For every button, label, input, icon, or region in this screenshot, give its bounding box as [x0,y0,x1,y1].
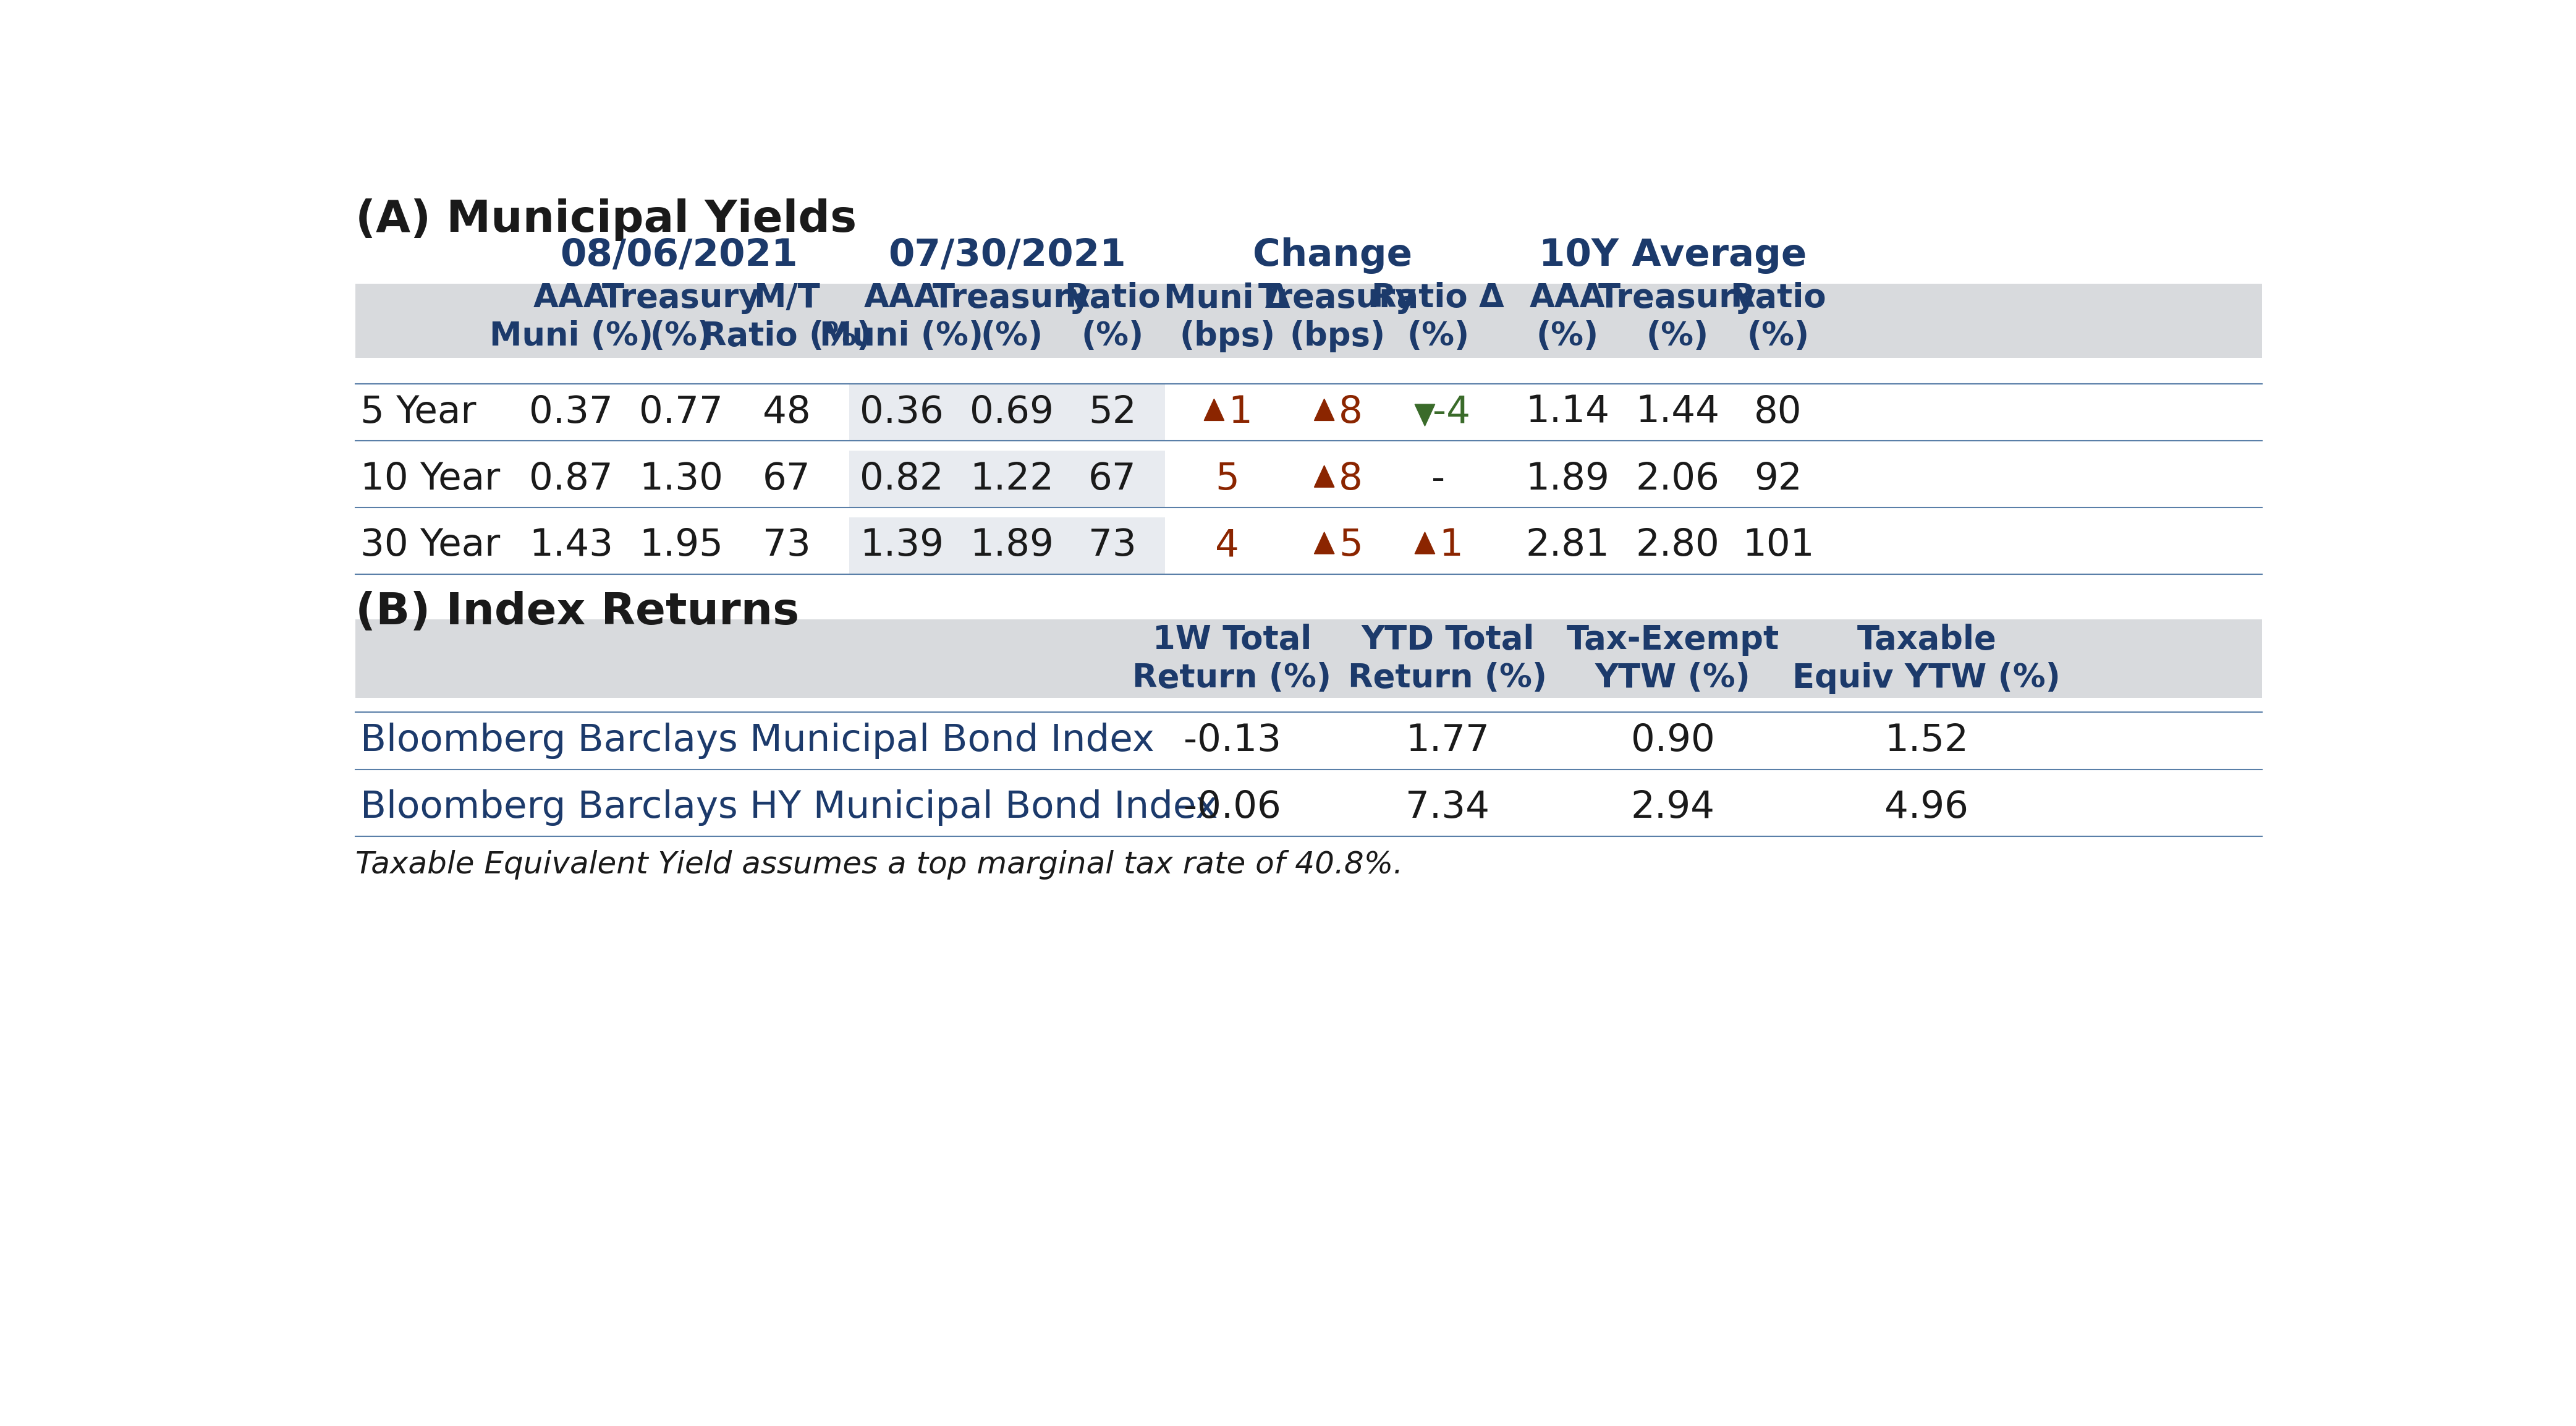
Text: 73: 73 [762,528,811,563]
Text: Ratio
(%): Ratio (%) [1731,282,1826,352]
Text: 08/06/2021: 08/06/2021 [559,237,799,274]
Text: 1.95: 1.95 [639,528,724,563]
Text: (A) Municipal Yields: (A) Municipal Yields [355,198,858,241]
Text: AAA
Muni (%): AAA Muni (%) [489,282,652,352]
Text: 7.34: 7.34 [1406,789,1489,826]
Text: -0.06: -0.06 [1182,789,1280,826]
Text: 30 Year: 30 Year [361,528,500,563]
Text: 1: 1 [1440,528,1463,563]
Text: 73: 73 [1087,528,1136,563]
Polygon shape [1203,399,1224,421]
Text: 1.39: 1.39 [860,528,943,563]
Text: Ratio
(%): Ratio (%) [1064,282,1159,352]
Text: Change: Change [1252,237,1412,274]
Text: 8: 8 [1340,461,1363,498]
Text: AAA
Muni (%): AAA Muni (%) [819,282,984,352]
Text: 07/30/2021: 07/30/2021 [889,237,1126,274]
Polygon shape [1414,405,1435,426]
Text: 1.30: 1.30 [639,461,724,498]
Text: Tax-Exempt
YTW (%): Tax-Exempt YTW (%) [1566,623,1780,694]
Text: Treasury
(bps): Treasury (bps) [1257,282,1417,352]
Text: Treasury
(%): Treasury (%) [1597,282,1757,352]
Text: 0.77: 0.77 [639,394,724,431]
Text: 5 Year: 5 Year [361,394,477,431]
Text: (B) Index Returns: (B) Index Returns [355,590,799,633]
Text: M/T
Ratio (%): M/T Ratio (%) [701,282,871,352]
Text: 92: 92 [1754,461,1803,498]
Text: 1.89: 1.89 [1525,461,1610,498]
Text: 1.77: 1.77 [1406,723,1489,759]
Text: 0.82: 0.82 [860,461,943,498]
Text: -4: -4 [1432,394,1471,431]
Text: 1.14: 1.14 [1525,394,1610,431]
Text: 4: 4 [1216,528,1239,563]
Text: 1.89: 1.89 [969,528,1054,563]
Polygon shape [1314,532,1334,553]
Polygon shape [1314,465,1334,488]
Text: 0.90: 0.90 [1631,723,1716,759]
Text: -0.13: -0.13 [1182,723,1280,759]
Text: 10Y Average: 10Y Average [1538,237,1806,274]
Text: YTD Total
Return (%): YTD Total Return (%) [1347,623,1548,694]
FancyBboxPatch shape [355,284,2262,358]
Text: 2.81: 2.81 [1525,528,1610,563]
Text: 80: 80 [1754,394,1803,431]
Text: 0.37: 0.37 [528,394,613,431]
Text: 1: 1 [1229,394,1252,431]
Text: 1.52: 1.52 [1886,723,1968,759]
Polygon shape [1414,532,1435,553]
Text: 101: 101 [1741,528,1814,563]
Text: Treasury
(%): Treasury (%) [603,282,760,352]
FancyBboxPatch shape [850,384,1164,441]
Text: 1.44: 1.44 [1636,394,1721,431]
Text: 52: 52 [1087,394,1136,431]
Text: 2.80: 2.80 [1636,528,1718,563]
Text: AAA
(%): AAA (%) [1530,282,1605,352]
Text: 10 Year: 10 Year [361,461,500,498]
Text: 8: 8 [1340,394,1363,431]
Text: Taxable Equivalent Yield assumes a top marginal tax rate of 40.8%.: Taxable Equivalent Yield assumes a top m… [355,850,1404,880]
Text: 0.87: 0.87 [528,461,613,498]
Text: Muni Δ
(bps): Muni Δ (bps) [1164,282,1291,352]
Text: 1.43: 1.43 [528,528,613,563]
Text: 4.96: 4.96 [1886,789,1968,826]
Text: -: - [1432,461,1445,498]
Text: 67: 67 [762,461,811,498]
Text: 48: 48 [762,394,811,431]
Text: 2.94: 2.94 [1631,789,1716,826]
Text: 5: 5 [1340,528,1363,563]
Polygon shape [1314,399,1334,421]
Text: Bloomberg Barclays Municipal Bond Index: Bloomberg Barclays Municipal Bond Index [361,723,1154,759]
Text: Taxable
Equiv YTW (%): Taxable Equiv YTW (%) [1793,623,2061,694]
Text: 1W Total
Return (%): 1W Total Return (%) [1133,623,1332,694]
Text: 67: 67 [1087,461,1136,498]
Text: 0.36: 0.36 [860,394,943,431]
Text: 2.06: 2.06 [1636,461,1721,498]
Text: 1.22: 1.22 [969,461,1054,498]
Text: Ratio Δ
(%): Ratio Δ (%) [1370,282,1504,352]
FancyBboxPatch shape [355,619,2262,697]
Text: 0.69: 0.69 [969,394,1054,431]
Text: 5: 5 [1216,461,1239,498]
FancyBboxPatch shape [850,518,1164,575]
FancyBboxPatch shape [850,451,1164,508]
Text: Bloomberg Barclays HY Municipal Bond Index: Bloomberg Barclays HY Municipal Bond Ind… [361,789,1218,826]
Text: Treasury
(%): Treasury (%) [933,282,1092,352]
